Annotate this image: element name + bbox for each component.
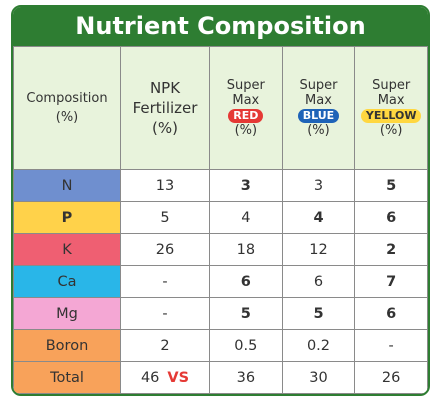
cell-p-yellow: 6 [354, 201, 428, 235]
vs-label: VS [167, 369, 190, 386]
cell-p-red: 4 [209, 201, 283, 235]
badge-yellow: YELLOW [360, 109, 422, 124]
cell-total-red: 36 [209, 361, 283, 394]
row-label-p: P [13, 201, 121, 235]
cell-k-red: 18 [209, 233, 283, 267]
table-row-total: Total 46 VS 36 30 26 [13, 361, 428, 394]
header-row: Composition (%) NPK Fertilizer (%) Super… [13, 45, 428, 171]
cell-mg-npk: - [120, 297, 210, 331]
table-row: Mg - 5 5 6 [13, 297, 428, 331]
cell-p-npk: 5 [120, 201, 210, 235]
header-blue-line1: Super [299, 78, 338, 94]
table-row: N 13 3 3 5 [13, 169, 428, 203]
header-npk-line1: NPK [149, 79, 181, 98]
composition-table: Composition (%) NPK Fertilizer (%) Super… [13, 45, 428, 394]
table-row: Boron 2 0.5 0.2 - [13, 329, 428, 362]
cell-n-red: 3 [209, 169, 283, 203]
cell-total-npk: 46 VS [120, 361, 210, 394]
nutrient-table-card: Nutrient Composition Composition (%) NPK… [11, 5, 430, 396]
header-composition-unit: (%) [55, 110, 79, 126]
header-composition-label: Composition [26, 91, 108, 107]
header-red-unit: (%) [234, 123, 258, 139]
cell-p-blue: 4 [281, 201, 356, 235]
cell-ca-blue: 6 [281, 265, 356, 299]
cell-ca-yellow: 7 [354, 265, 428, 299]
table-row: P 5 4 4 6 [13, 201, 428, 235]
table-title: Nutrient Composition [13, 7, 428, 46]
row-label-mg: Mg [13, 297, 121, 331]
header-blue-line2: Max [305, 93, 332, 109]
cell-mg-yellow: 6 [354, 297, 428, 331]
cell-n-yellow: 5 [354, 169, 428, 203]
header-blue-unit: (%) [307, 123, 330, 139]
cell-mg-red: 5 [209, 297, 283, 331]
total-npk-value: 46 [140, 369, 160, 386]
table-row: K 26 18 12 2 [13, 233, 428, 267]
header-red-line1: Super [226, 78, 265, 94]
cell-ca-red: 6 [209, 265, 283, 299]
badge-blue: BLUE [297, 109, 340, 124]
cell-k-yellow: 2 [354, 233, 428, 267]
badge-red: RED [228, 109, 264, 124]
row-label-k: K [13, 233, 121, 267]
cell-total-blue: 30 [281, 361, 356, 394]
header-supermax-red: Super Max RED (%) [209, 45, 283, 171]
cell-mg-blue: 5 [281, 297, 356, 331]
header-composition: Composition (%) [13, 45, 121, 171]
header-npk-line2: Fertilizer [132, 99, 198, 118]
header-supermax-yellow: Super Max YELLOW (%) [354, 45, 428, 171]
cell-ca-npk: - [120, 265, 210, 299]
table-row: Ca - 6 6 7 [13, 265, 428, 299]
header-red-line2: Max [232, 93, 260, 109]
header-npk-unit: (%) [152, 119, 178, 138]
row-label-n: N [13, 169, 121, 203]
row-label-ca: Ca [13, 265, 121, 299]
cell-n-blue: 3 [281, 169, 356, 203]
cell-n-npk: 13 [120, 169, 210, 203]
header-yellow-line2: Max [377, 93, 405, 109]
header-supermax-blue: Super Max BLUE (%) [281, 45, 356, 171]
row-label-total: Total [13, 361, 121, 394]
cell-k-blue: 12 [281, 233, 356, 267]
cell-boron-npk: 2 [120, 329, 210, 362]
row-label-boron: Boron [13, 329, 121, 362]
header-yellow-unit: (%) [379, 123, 403, 139]
cell-boron-blue: 0.2 [281, 329, 356, 362]
cell-boron-red: 0.5 [209, 329, 283, 362]
header-yellow-line1: Super [372, 78, 411, 94]
header-npk: NPK Fertilizer (%) [120, 45, 210, 171]
cell-k-npk: 26 [120, 233, 210, 267]
cell-total-yellow: 26 [354, 361, 428, 394]
cell-boron-yellow: - [354, 329, 428, 362]
